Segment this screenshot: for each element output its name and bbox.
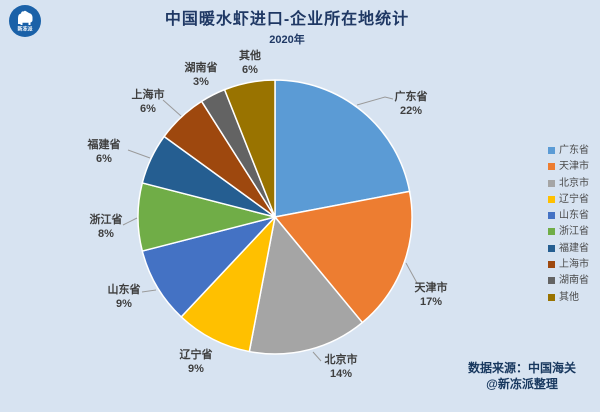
slice-label-value: 17% <box>420 296 442 308</box>
legend-item-天津市[interactable]: 天津市 <box>548 161 589 172</box>
slice-label-name: 广东省 <box>395 89 428 103</box>
polar-bear-icon <box>18 10 33 25</box>
slice-leader-line <box>141 289 157 293</box>
slice-label-name: 天津市 <box>415 280 448 294</box>
legend-label: 辽宁省 <box>559 193 589 205</box>
slice-label-name: 辽宁省 <box>180 347 213 361</box>
slice-label-name: 福建省 <box>87 137 121 151</box>
data-source-text: 数据来源：中国海关 <box>467 361 576 375</box>
legend-item-其他[interactable]: 其他 <box>548 292 589 303</box>
logo-brand-text: 新冻派 <box>17 26 33 33</box>
credit-text: @新冻派整理 <box>486 377 558 391</box>
legend-item-上海市[interactable]: 上海市 <box>548 259 589 270</box>
chart-legend: 广东省天津市北京市辽宁省山东省浙江省福建省上海市湖南省其他 <box>548 145 589 308</box>
pie-slice-天津市[interactable] <box>274 190 413 324</box>
legend-label: 上海市 <box>559 259 589 271</box>
legend-swatch <box>548 244 555 252</box>
slice-leader-line <box>162 99 182 117</box>
legend-swatch <box>548 147 555 154</box>
legend-swatch <box>548 163 555 171</box>
legend-swatch <box>548 228 555 236</box>
pie-slice-广东省[interactable] <box>274 79 411 218</box>
legend-swatch <box>548 293 555 301</box>
pie-slice-北京市[interactable] <box>248 216 364 355</box>
slice-label-value: 9% <box>116 298 132 310</box>
pie-slice-其他[interactable] <box>223 79 276 218</box>
legend-item-辽宁省[interactable]: 辽宁省 <box>548 194 589 205</box>
legend-label: 北京市 <box>559 177 589 189</box>
slice-label-name: 北京市 <box>325 352 358 366</box>
slice-label-name: 山东省 <box>108 282 141 296</box>
legend-label: 广东省 <box>559 145 589 156</box>
slice-label-value: 6% <box>140 103 156 115</box>
legend-swatch <box>548 212 555 220</box>
legend-label: 福建省 <box>559 242 589 254</box>
slice-label-name: 湖南省 <box>185 60 218 74</box>
legend-item-北京市[interactable]: 北京市 <box>548 178 589 189</box>
legend-item-福建省[interactable]: 福建省 <box>548 243 589 254</box>
legend-item-浙江省[interactable]: 浙江省 <box>548 226 589 237</box>
slice-leader-line <box>122 217 138 226</box>
legend-label: 湖南省 <box>559 275 589 287</box>
slice-label-value: 6% <box>242 64 258 76</box>
chart-footer: 数据来源：中国海关 @新冻派整理 <box>468 360 576 392</box>
legend-swatch <box>548 195 555 203</box>
brand-logo: 新冻派 <box>9 5 41 37</box>
slice-leader-line <box>405 262 418 284</box>
legend-swatch <box>548 277 555 285</box>
chart-subtitle: 2020年 <box>269 34 305 46</box>
slice-label-name: 其他 <box>239 48 261 62</box>
slice-label-name: 上海市 <box>132 87 165 101</box>
slice-label-value: 3% <box>193 76 209 88</box>
legend-label: 其他 <box>559 291 579 303</box>
slice-leader-line <box>356 96 394 106</box>
legend-label: 浙江省 <box>559 226 589 238</box>
legend-item-湖南省[interactable]: 湖南省 <box>548 275 589 286</box>
legend-swatch <box>548 179 555 187</box>
legend-label: 山东省 <box>559 210 589 222</box>
slice-label-value: 9% <box>188 363 204 375</box>
slice-label-value: 6% <box>96 153 112 165</box>
slice-label-value: 14% <box>330 368 352 380</box>
slice-label-value: 8% <box>98 228 114 240</box>
legend-label: 天津市 <box>559 161 589 173</box>
legend-item-山东省[interactable]: 山东省 <box>548 210 589 221</box>
slice-leader-line <box>127 149 151 159</box>
legend-swatch <box>548 261 555 269</box>
slice-leader-line <box>312 351 322 362</box>
legend-item-广东省[interactable]: 广东省 <box>548 145 589 156</box>
chart-title: 中国暖水虾进口-企业所在地统计 <box>164 11 410 28</box>
slice-label-name: 浙江省 <box>90 212 123 226</box>
slice-label-value: 22% <box>400 105 422 117</box>
